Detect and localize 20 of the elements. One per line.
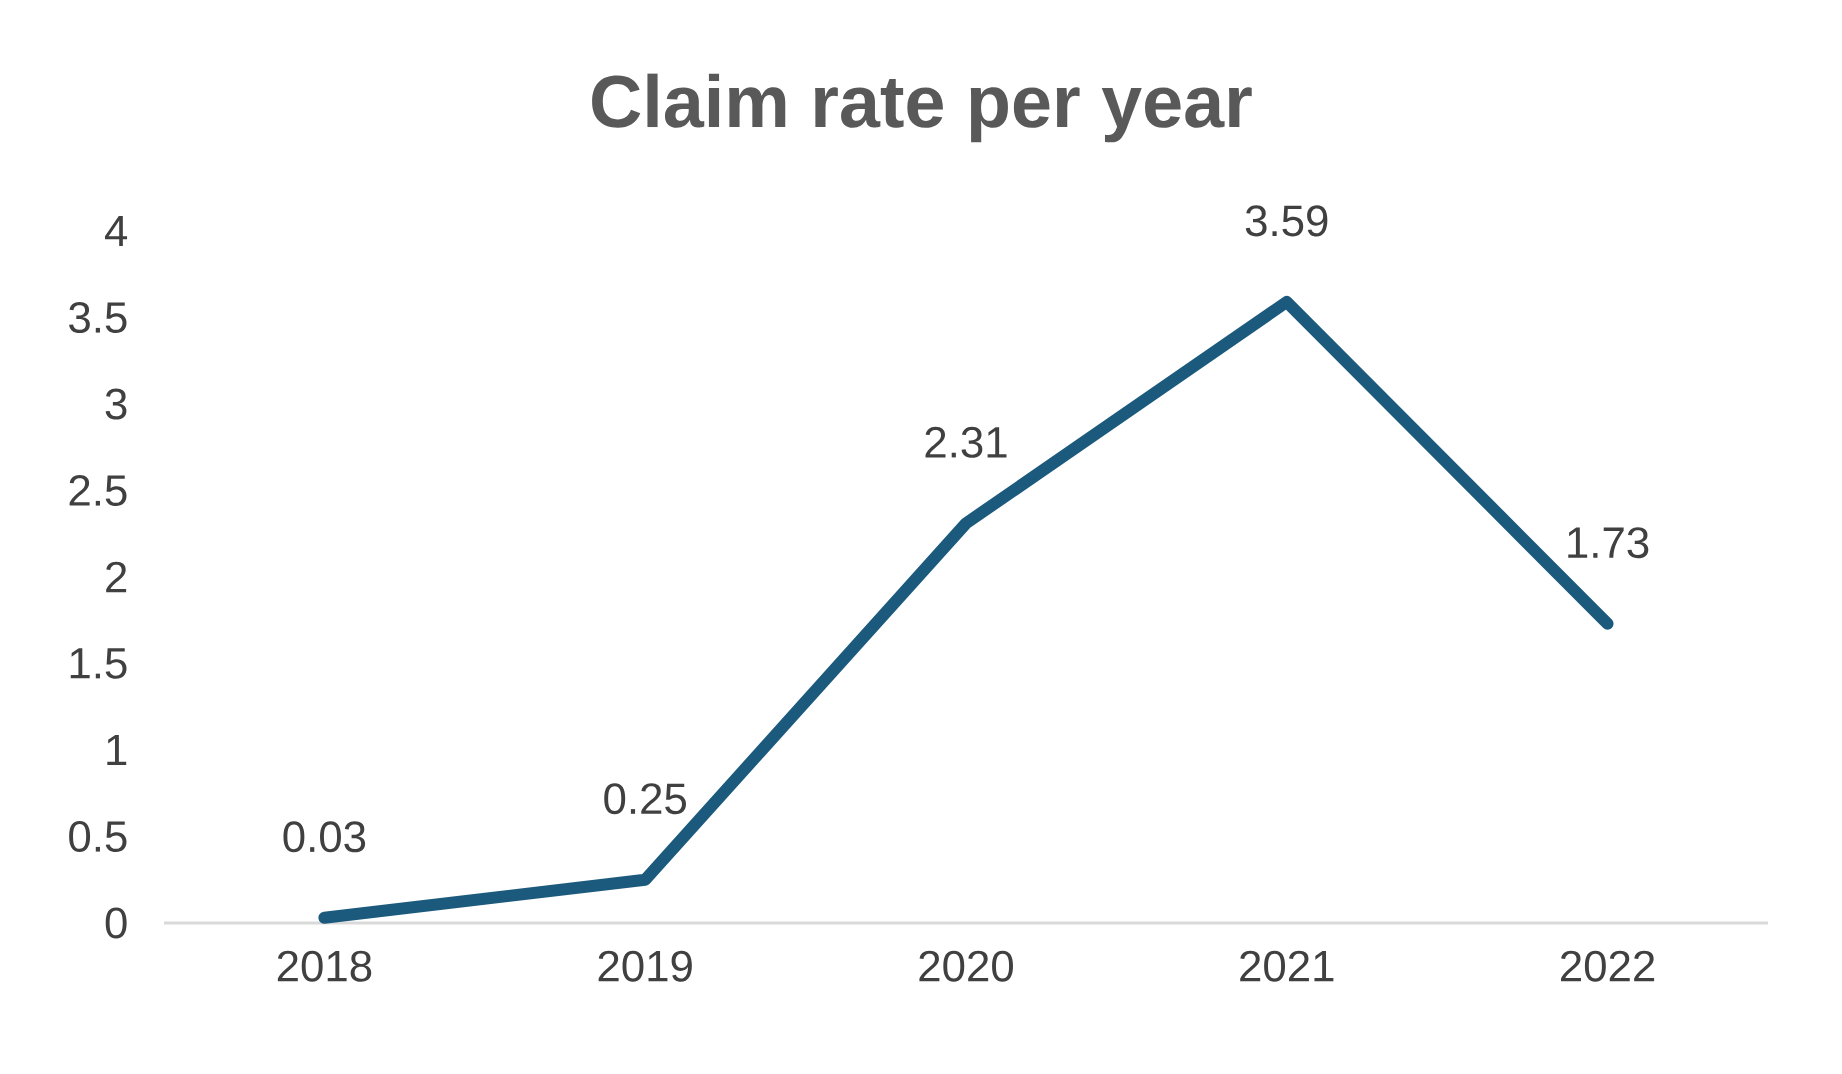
x-tick-label: 2019 [598,950,692,982]
data-label: 3.59 [1245,205,1328,237]
y-tick-label: 2 [106,561,127,593]
y-tick-label: 4 [104,215,128,247]
y-tick-label: 0.5 [69,820,127,853]
data-label: 0.03 [283,821,366,853]
y-tick-label: 1.5 [70,648,127,679]
y-tick-label: 3.5 [69,301,127,334]
y-tick-label: 0 [105,907,127,939]
y-tick-label: 1 [107,734,127,766]
data-label: 1.73 [1568,527,1649,559]
x-tick-label: 2022 [1561,950,1655,982]
y-tick-label: 2.5 [69,474,127,507]
x-tick-label: 2021 [1240,950,1334,982]
chart-title: Claim rate per year [592,73,1252,143]
x-tick-label: 2020 [919,950,1013,982]
data-label: 2.31 [925,426,1007,458]
data-label: 0.25 [604,783,686,815]
y-tick-label: 3 [105,388,127,420]
x-tick-label: 2018 [277,950,372,982]
